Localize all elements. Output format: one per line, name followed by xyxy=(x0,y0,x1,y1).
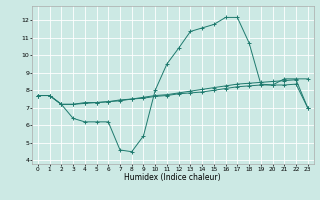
X-axis label: Humidex (Indice chaleur): Humidex (Indice chaleur) xyxy=(124,173,221,182)
